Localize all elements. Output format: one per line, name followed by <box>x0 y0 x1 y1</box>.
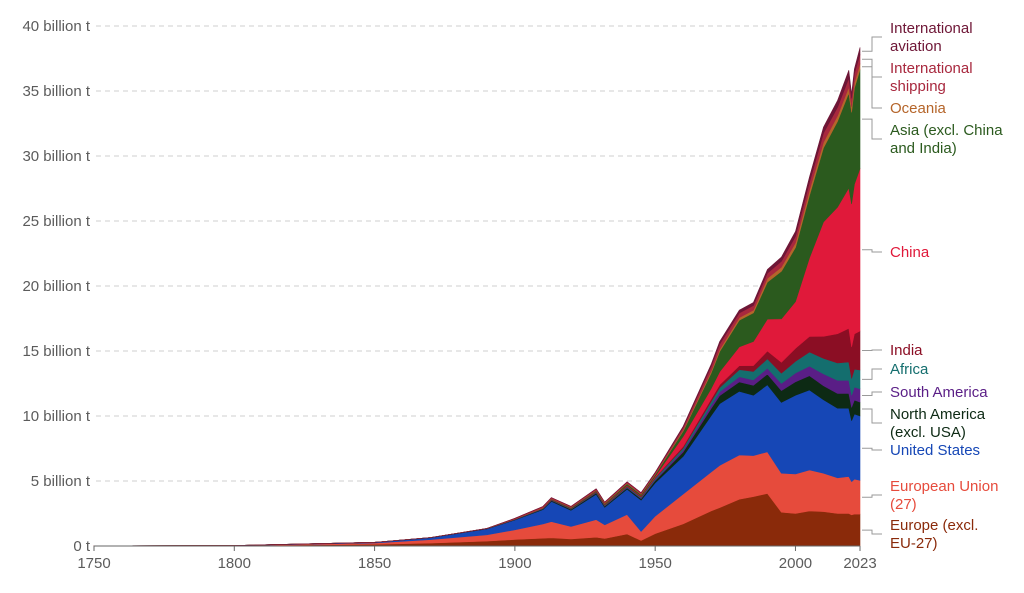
x-tick-label: 1800 <box>218 555 251 572</box>
legend-item-india[interactable]: India <box>862 342 923 359</box>
legend-label-line: Asia (excl. China <box>890 122 1003 139</box>
legend-label-line: International <box>890 20 973 37</box>
legend-leader-line <box>862 66 882 109</box>
legend-leader-line <box>862 529 882 535</box>
legend-leader-line <box>862 368 882 380</box>
x-axis-tick-labels: 1750 1800 1850 1900 1950 2000 2023 <box>77 555 876 572</box>
legend-label-line: (27) <box>890 496 917 513</box>
legend-leader-line <box>862 408 882 424</box>
legend-label: South America <box>890 384 988 401</box>
legend-leader-line <box>862 249 882 253</box>
y-tick-label: 0 t <box>73 538 91 555</box>
legend-label-line: China <box>890 244 930 261</box>
legend-label-line: shipping <box>890 78 946 95</box>
y-tick-label: 5 billion t <box>31 473 91 490</box>
legend-label-line: India <box>890 342 923 359</box>
y-tick-label: 20 billion t <box>22 278 90 295</box>
legend-label: India <box>890 342 923 359</box>
legend-item-asia-excl-china-and-india[interactable]: Asia (excl. China and India) <box>862 118 1003 157</box>
legend-label-line: Oceania <box>890 100 947 117</box>
legend-label-line: aviation <box>890 38 942 55</box>
legend-item-oceania[interactable]: Oceania <box>862 66 947 117</box>
legend-label-line: EU-27) <box>890 535 938 552</box>
legend-label-line: North America <box>890 406 986 423</box>
gridlines <box>96 25 860 482</box>
legend-label: China <box>890 244 930 261</box>
legend-label: International aviation <box>890 20 973 55</box>
y-axis-tick-labels: 0 t 5 billion t 10 billion t 15 billion t 20… <box>22 18 90 555</box>
y-tick-label: 30 billion t <box>22 148 90 165</box>
legend-label-line: International <box>890 60 973 77</box>
legend-item-europe-excl-eu-27[interactable]: Europe (excl. EU-27) <box>862 517 978 552</box>
legend-label: Asia (excl. China and India) <box>890 122 1003 157</box>
legend-leader-line <box>862 349 882 351</box>
legend-label-line: United States <box>890 442 980 459</box>
legend-item-european-union-27[interactable]: European Union (27) <box>862 478 998 513</box>
y-tick-label: 15 billion t <box>22 343 90 360</box>
legend-label-line: Africa <box>890 361 929 378</box>
legend-label: Africa <box>890 361 929 378</box>
legend-label-line: European Union <box>890 478 998 495</box>
x-tick-label: 1750 <box>77 555 110 572</box>
legend-label: Europe (excl. EU-27) <box>890 517 978 552</box>
legend-label-line: South America <box>890 384 988 401</box>
y-tick-label: 25 billion t <box>22 213 90 230</box>
legend-label: European Union (27) <box>890 478 998 513</box>
legend-label: United States <box>890 442 980 459</box>
legend-item-north-america-excl-usa[interactable]: North America (excl. USA) <box>862 406 986 441</box>
x-tick-label: 2023 <box>843 555 876 572</box>
legend-label: North America (excl. USA) <box>890 406 986 441</box>
legend-leader-line <box>862 494 882 498</box>
legend-label-line: (excl. USA) <box>890 424 966 441</box>
legend-label-line: and India) <box>890 140 957 157</box>
legend-item-china[interactable]: China <box>862 244 930 261</box>
x-axis <box>93 545 861 551</box>
x-tick-label: 1900 <box>498 555 531 572</box>
y-tick-label: 35 billion t <box>22 83 90 100</box>
x-tick-label: 2000 <box>779 555 812 572</box>
legend-item-africa[interactable]: Africa <box>862 361 929 380</box>
legend-label: Oceania <box>890 100 947 117</box>
legend-item-international-shipping[interactable]: International shipping <box>862 58 973 95</box>
x-tick-label: 1850 <box>358 555 391 572</box>
legend-label-line: Europe (excl. <box>890 517 978 534</box>
series-areas <box>93 47 861 547</box>
y-tick-label: 10 billion t <box>22 408 90 425</box>
y-tick-label: 40 billion t <box>22 18 90 35</box>
legend-item-south-america[interactable]: South America <box>862 384 988 401</box>
legend-label: International shipping <box>890 60 973 95</box>
legend-item-united-states[interactable]: United States <box>862 442 980 459</box>
legend-leader-line <box>862 118 882 140</box>
x-tick-label: 1950 <box>638 555 671 572</box>
area-international-aviation <box>93 47 861 547</box>
legend-item-international-aviation[interactable]: International aviation <box>862 20 973 55</box>
legend-leader-line <box>862 36 882 52</box>
legend-leader-line <box>862 391 882 396</box>
legend-leader-line <box>862 447 882 451</box>
